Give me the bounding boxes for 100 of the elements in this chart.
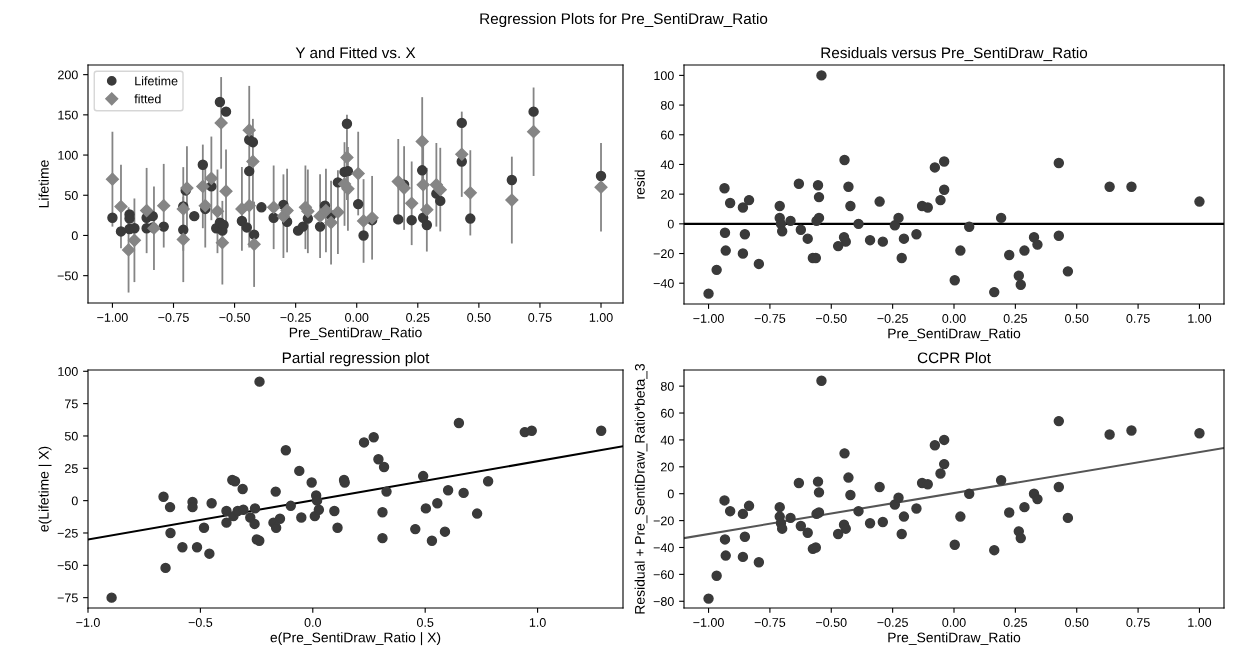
y-tick-label: 50 [64, 431, 78, 441]
point [356, 214, 371, 228]
point [351, 166, 365, 181]
point [204, 171, 218, 185]
y-tick-label: 80 [660, 100, 674, 110]
point [210, 204, 225, 218]
y-tick-label: 100 [654, 71, 674, 81]
y-tick-label: 0 [71, 496, 78, 506]
y-tick-label: −40 [653, 279, 674, 288]
x-tick-label: −0.50 [219, 313, 250, 322]
y-axis-title: Residual + Pre_SentiDraw_Ratio*beta_3 [634, 363, 648, 614]
y-tick-label: −40 [653, 543, 674, 553]
point [140, 203, 154, 218]
y-tick-label: −75 [57, 593, 78, 603]
x-tick-label: −1.00 [693, 314, 724, 323]
y-tick-label: 50 [64, 191, 78, 200]
point [198, 199, 212, 213]
x-tick-label: 0.50 [1065, 618, 1089, 627]
point [397, 181, 411, 195]
y-axis-title: Lifetime [38, 160, 49, 208]
y-axis-title: resid [634, 170, 645, 199]
x-tick-label: 0.50 [1065, 314, 1089, 323]
point [267, 200, 281, 214]
x-tick-label: −0.50 [816, 618, 847, 627]
point [105, 172, 120, 186]
x-tick-label: 0.75 [528, 313, 552, 322]
x-tick-label: −0.25 [877, 618, 908, 627]
x-tick-label: 0.00 [942, 618, 966, 627]
y-tick-label: 80 [660, 381, 674, 391]
chart-title: Residuals versus Pre_SentiDraw_Ratio [821, 46, 1088, 62]
point [391, 174, 405, 189]
x-tick-label: −0.50 [816, 314, 847, 323]
x-axis-title: e(Pre_SentiDraw_Ratio | X) [270, 632, 441, 646]
x-tick-label: −0.75 [754, 314, 786, 323]
x-tick-label: −1.00 [693, 618, 724, 627]
point [415, 134, 429, 148]
y-tick-label: 20 [661, 189, 674, 199]
x-tick-label: −0.75 [158, 313, 189, 322]
point [127, 233, 142, 247]
x-tick-label: 1.00 [1188, 618, 1212, 627]
point [331, 205, 345, 219]
point [505, 193, 519, 207]
point [455, 147, 469, 161]
legend-label: fitted [134, 94, 161, 104]
point [219, 184, 233, 198]
point [242, 123, 256, 137]
point [340, 150, 354, 165]
point [324, 216, 338, 230]
chart-title: CCPR Plot [917, 351, 991, 364]
y-tick-label: 25 [65, 464, 78, 473]
y-tick-label: −50 [57, 561, 78, 570]
x-tick-label: −1.00 [97, 313, 128, 322]
y-tick-label: 0 [71, 231, 78, 241]
y-tick-label: −20 [653, 249, 674, 259]
x-axis-title: Pre_SentiDraw_Ratio [289, 327, 422, 340]
point [341, 182, 355, 196]
point [157, 199, 171, 213]
text: Regression Plots for Pre_SentiDraw_Ratio [480, 12, 768, 28]
x-tick-label: 0.25 [406, 313, 430, 322]
point [246, 154, 260, 169]
x-tick-label: 0.25 [1003, 618, 1028, 627]
x-tick-label: 0.00 [942, 314, 966, 323]
y-tick-label: 75 [65, 399, 78, 409]
x-tick-label: 1.0 [529, 618, 546, 627]
x-tick-label: 0.0 [304, 618, 321, 627]
point [420, 203, 434, 217]
point [114, 199, 128, 214]
x-tick-label: 0.25 [1003, 314, 1028, 323]
point [214, 116, 228, 130]
point [416, 178, 430, 192]
x-axis-title: Pre_SentiDraw_Ratio [888, 328, 1021, 341]
chart-title: Partial regression plot [282, 351, 430, 367]
y-tick-label: −50 [57, 271, 78, 281]
y-axis-title: e(Lifetime | X) [38, 446, 52, 532]
x-tick-label: −0.5 [188, 618, 213, 627]
x-tick-label: 1.00 [589, 313, 613, 322]
y-tick-label: 0 [667, 489, 674, 499]
point [121, 243, 136, 257]
chart-title: Y and Fitted vs. X [295, 46, 416, 59]
x-tick-label: 1.00 [1188, 314, 1212, 323]
point [319, 203, 333, 218]
point [242, 199, 256, 213]
y-tick-label: −25 [57, 528, 78, 538]
x-tick-label: −1.0 [76, 618, 100, 627]
point [433, 183, 447, 197]
y-tick-label: −20 [653, 516, 674, 526]
x-axis-title: Pre_SentiDraw_Ratio [888, 632, 1021, 645]
point [196, 179, 210, 194]
point [247, 237, 261, 251]
y-tick-label: 100 [58, 367, 78, 376]
y-tick-label: 60 [661, 408, 674, 418]
x-tick-label: 0.75 [1126, 314, 1150, 323]
x-tick-label: 0.75 [1126, 618, 1150, 627]
y-tick-label: 60 [661, 130, 674, 140]
x-tick-label: 0.00 [345, 313, 369, 322]
x-tick-label: −0.75 [754, 618, 786, 627]
y-tick-label: 40 [660, 160, 674, 170]
y-tick-label: −80 [653, 597, 674, 606]
y-tick-label: 20 [661, 462, 674, 472]
y-tick-label: 200 [58, 70, 78, 80]
